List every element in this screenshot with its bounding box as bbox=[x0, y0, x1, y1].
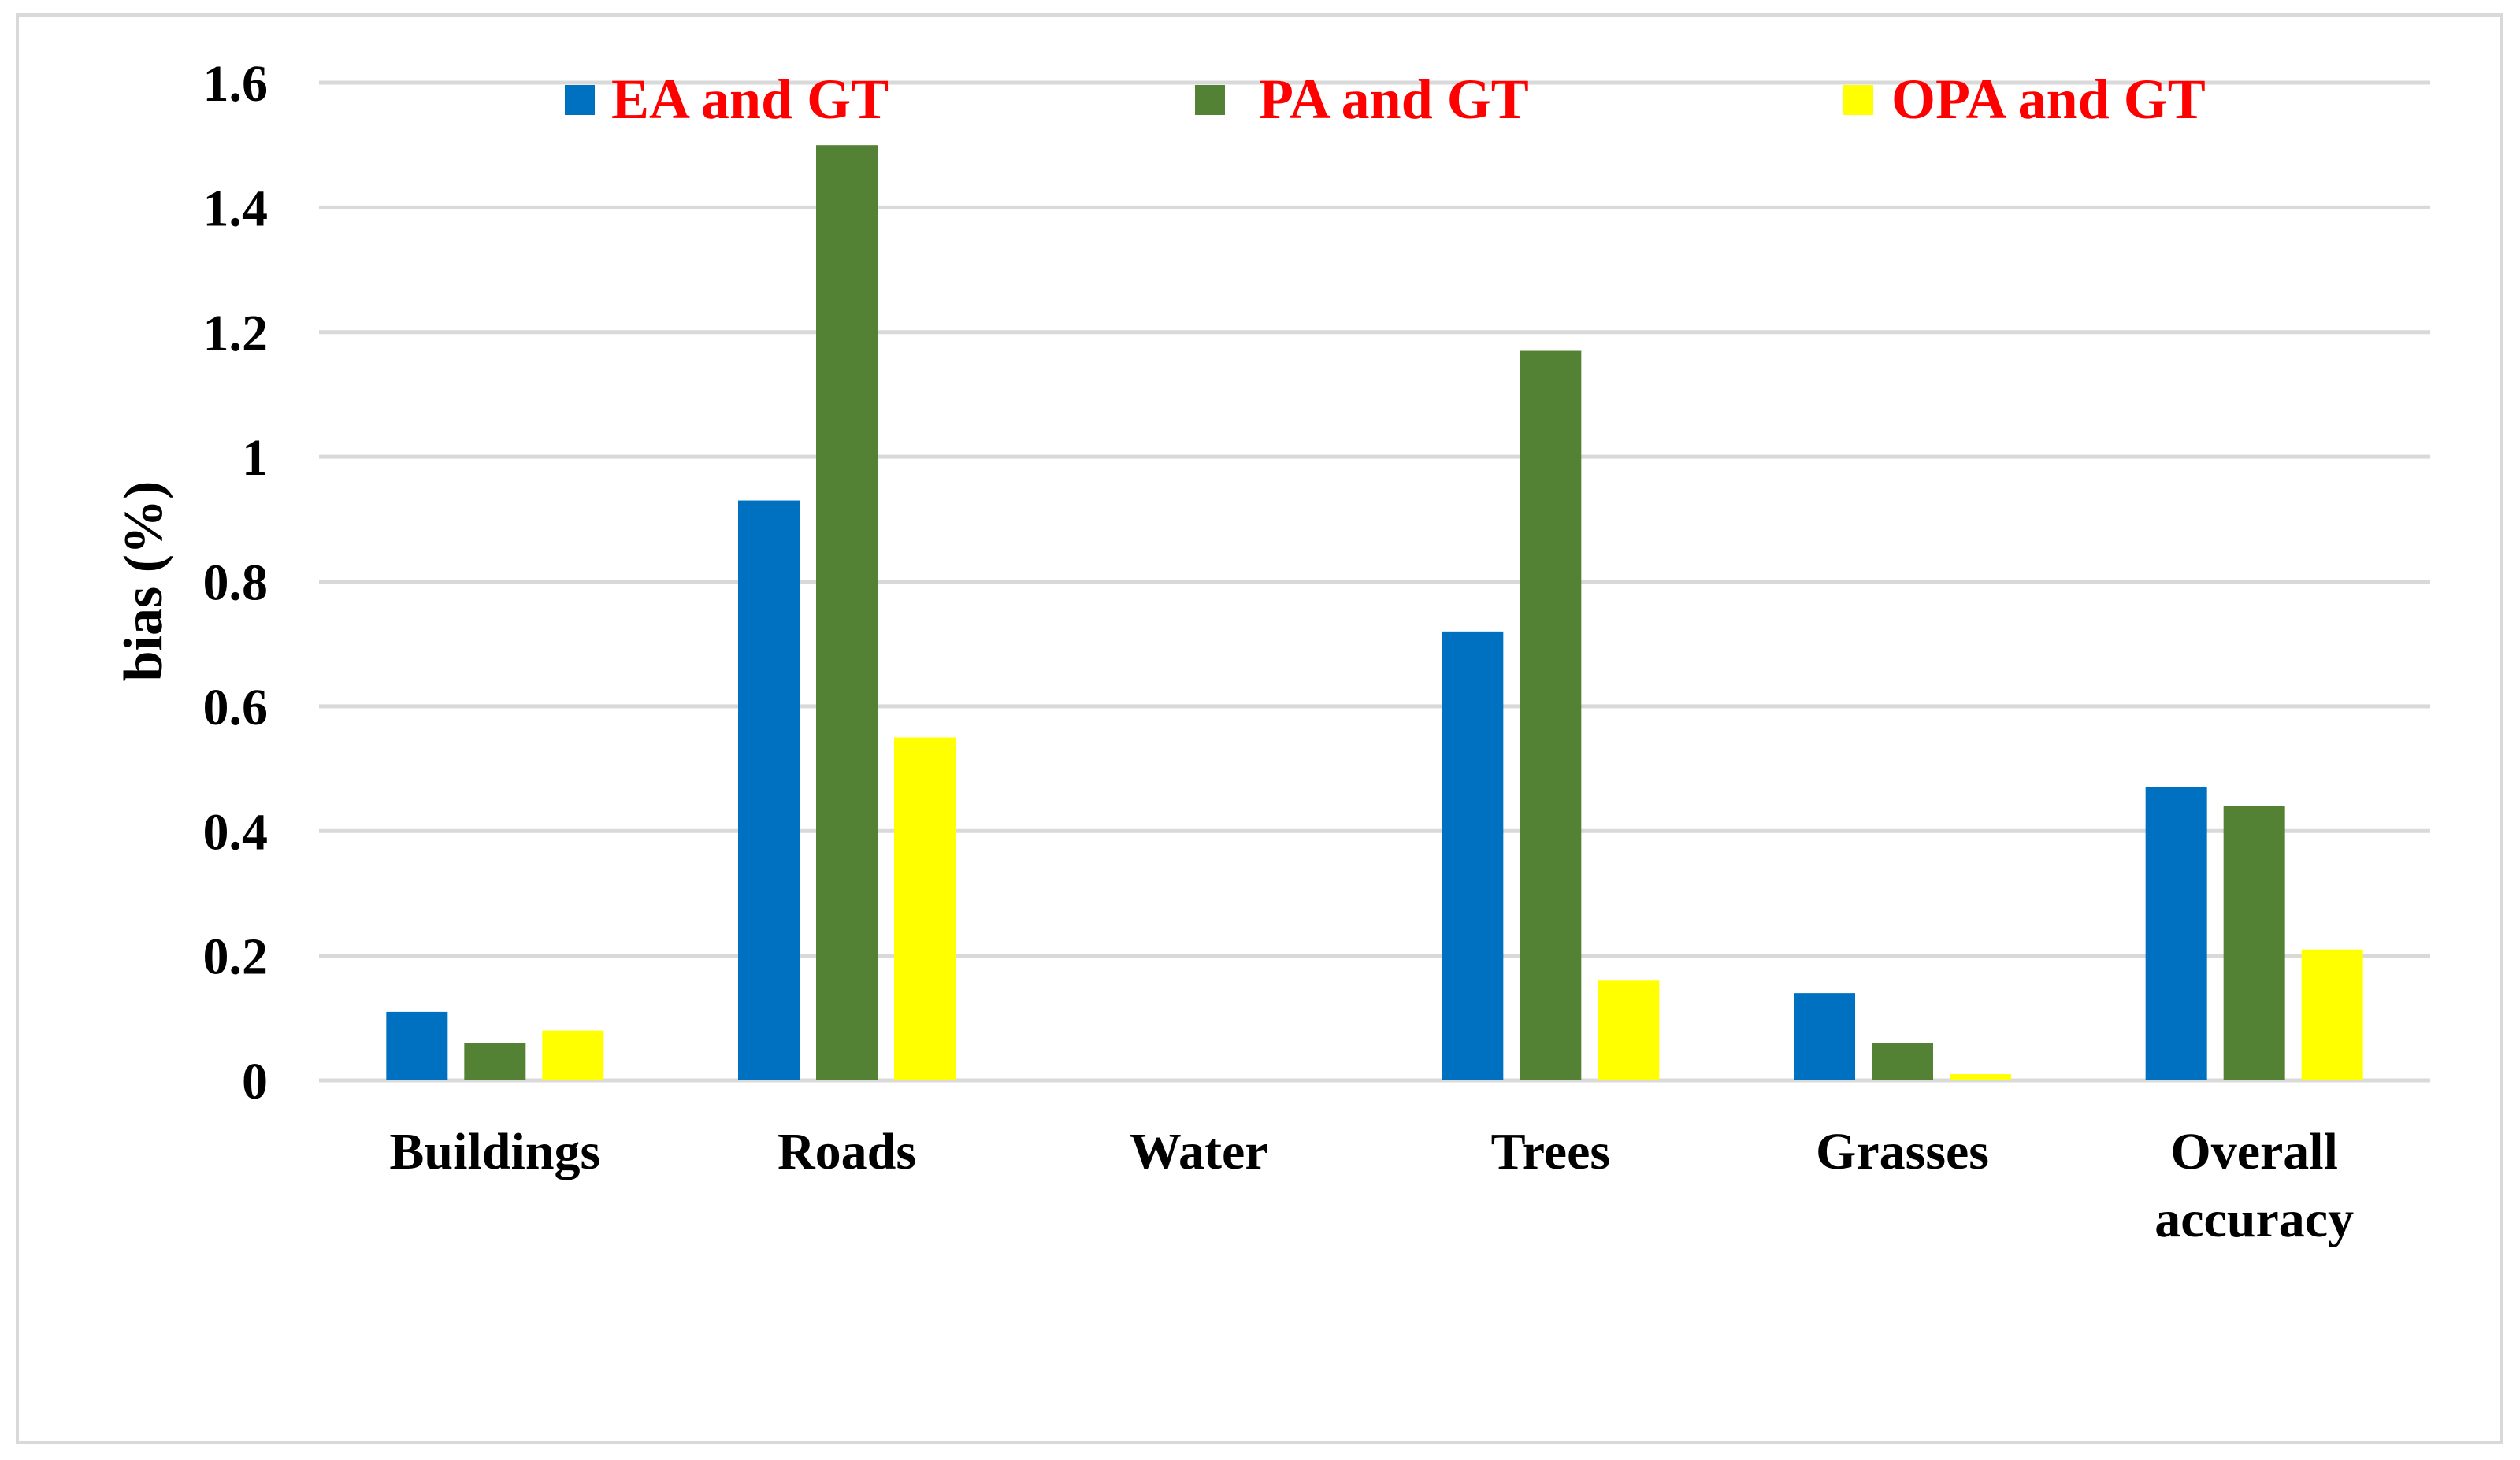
x-tick-label: Overall bbox=[2170, 1123, 2338, 1180]
bar-pa-and-gt bbox=[464, 1043, 526, 1080]
bar-ea-and-gt bbox=[1442, 631, 1504, 1080]
x-tick-label: Trees bbox=[1491, 1123, 1611, 1180]
y-tick-label: 1.4 bbox=[203, 180, 269, 237]
bar-pa-and-gt bbox=[816, 145, 878, 1080]
bar-opa-and-gt bbox=[542, 1030, 604, 1080]
legend-swatch bbox=[565, 85, 595, 115]
bar-pa-and-gt bbox=[1872, 1043, 1933, 1080]
legend-swatch bbox=[1195, 85, 1225, 115]
legend-swatch bbox=[1843, 85, 1873, 115]
x-tick-label: Roads bbox=[778, 1123, 916, 1180]
bar-opa-and-gt bbox=[1950, 1074, 2011, 1080]
legend-label: OPA and GT bbox=[1891, 68, 2206, 131]
chart-frame bbox=[16, 13, 2503, 1444]
bar-ea-and-gt bbox=[2145, 787, 2207, 1080]
y-tick-label: 0.6 bbox=[203, 679, 269, 736]
bar-ea-and-gt bbox=[386, 1011, 448, 1080]
bar-opa-and-gt bbox=[1598, 980, 1660, 1080]
legend-label: EA and GT bbox=[611, 68, 889, 131]
y-tick-label: 1 bbox=[242, 429, 268, 487]
bar-opa-and-gt bbox=[894, 737, 956, 1080]
bar-pa-and-gt bbox=[2223, 806, 2285, 1080]
x-tick-label: Buildings bbox=[389, 1123, 600, 1180]
x-tick-label: Water bbox=[1130, 1123, 1268, 1180]
y-tick-label: 0.8 bbox=[203, 554, 269, 612]
y-tick-label: 1.6 bbox=[203, 55, 269, 113]
y-tick-label: 0.2 bbox=[203, 928, 269, 986]
y-tick-label: 0 bbox=[242, 1053, 268, 1110]
y-axis-title: bias (%) bbox=[113, 481, 174, 682]
x-tick-label: accuracy bbox=[2154, 1191, 2354, 1248]
y-tick-label: 0.4 bbox=[203, 803, 269, 861]
y-tick-label: 1.2 bbox=[203, 305, 269, 362]
bar-opa-and-gt bbox=[2301, 949, 2363, 1080]
legend-label: PA and GT bbox=[1259, 68, 1529, 131]
x-tick-label: Grasses bbox=[1816, 1123, 1989, 1180]
bar-ea-and-gt bbox=[1794, 993, 1855, 1080]
bar-pa-and-gt bbox=[1520, 350, 1582, 1081]
bar-ea-and-gt bbox=[738, 500, 800, 1080]
